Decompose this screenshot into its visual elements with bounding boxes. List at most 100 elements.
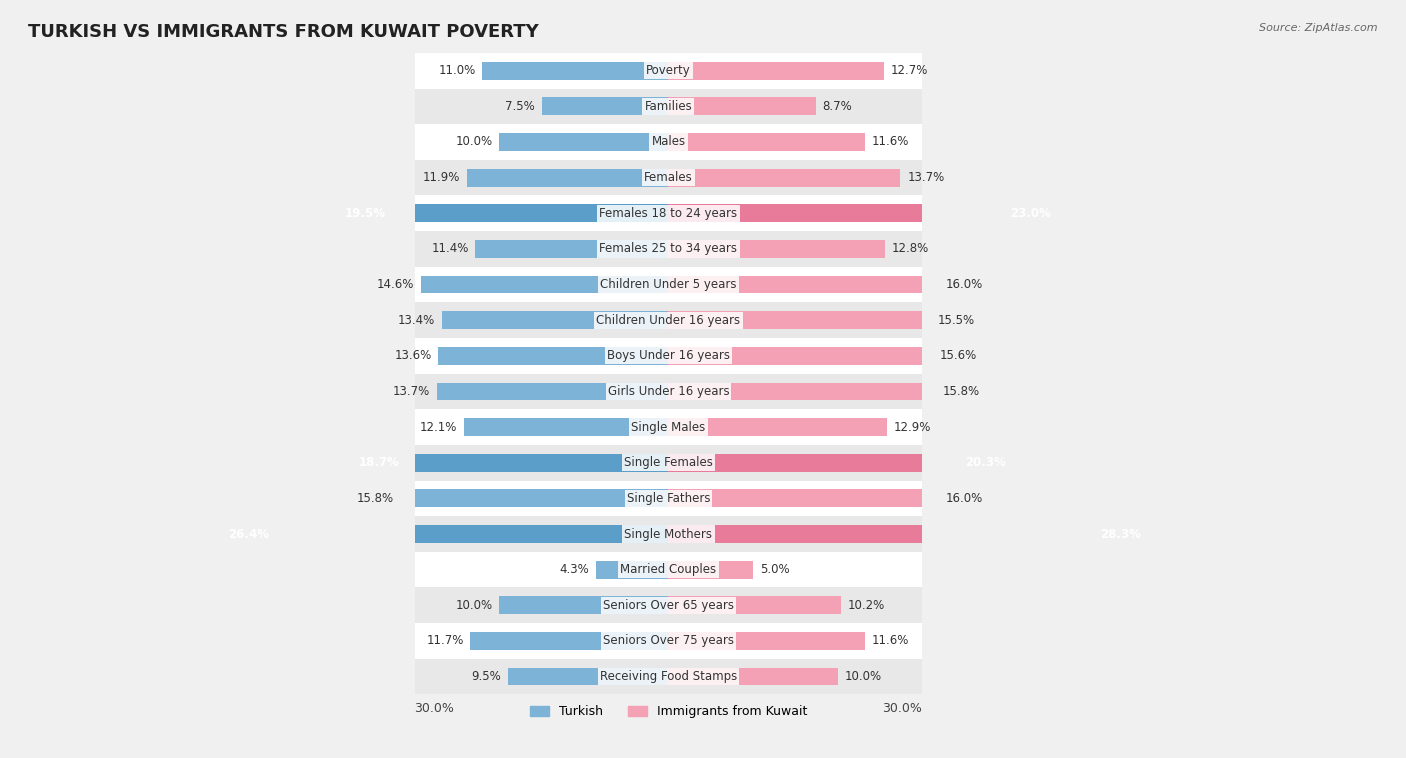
Text: 11.6%: 11.6% <box>872 634 910 647</box>
Bar <box>415 124 922 160</box>
Text: 9.5%: 9.5% <box>471 670 501 683</box>
Text: TURKISH VS IMMIGRANTS FROM KUWAIT POVERTY: TURKISH VS IMMIGRANTS FROM KUWAIT POVERT… <box>28 23 538 41</box>
Text: 15.5%: 15.5% <box>938 314 974 327</box>
Bar <box>668 133 865 151</box>
Text: 15.8%: 15.8% <box>357 492 394 505</box>
Bar <box>668 525 1147 543</box>
Text: Seniors Over 75 years: Seniors Over 75 years <box>603 634 734 647</box>
Bar <box>668 597 841 614</box>
Text: 12.1%: 12.1% <box>419 421 457 434</box>
Text: Females 18 to 24 years: Females 18 to 24 years <box>599 207 738 220</box>
Text: 19.5%: 19.5% <box>344 207 387 220</box>
Bar <box>415 374 922 409</box>
Text: 13.7%: 13.7% <box>907 171 945 184</box>
Text: 12.8%: 12.8% <box>891 243 929 255</box>
Text: 10.0%: 10.0% <box>845 670 882 683</box>
Text: 13.4%: 13.4% <box>398 314 434 327</box>
Text: 16.0%: 16.0% <box>946 492 983 505</box>
Bar <box>415 516 922 552</box>
Text: 30.0%: 30.0% <box>415 702 454 715</box>
Text: 10.2%: 10.2% <box>848 599 886 612</box>
Bar <box>499 597 668 614</box>
Text: 26.4%: 26.4% <box>228 528 270 540</box>
Bar <box>668 205 1057 222</box>
Bar <box>464 418 668 436</box>
Bar <box>439 347 668 365</box>
Bar <box>541 98 668 115</box>
Bar <box>668 240 886 258</box>
Bar <box>415 89 922 124</box>
Text: 11.6%: 11.6% <box>872 136 910 149</box>
Bar <box>415 231 922 267</box>
Bar <box>415 659 922 694</box>
Bar <box>339 205 668 222</box>
Text: Single Females: Single Females <box>624 456 713 469</box>
Text: Females: Females <box>644 171 693 184</box>
Bar <box>668 561 754 578</box>
Bar <box>668 98 815 115</box>
Bar <box>482 62 668 80</box>
Text: 5.0%: 5.0% <box>759 563 790 576</box>
Text: 15.8%: 15.8% <box>943 385 980 398</box>
Text: Receiving Food Stamps: Receiving Food Stamps <box>600 670 737 683</box>
Bar <box>668 490 939 507</box>
Bar <box>668 276 939 293</box>
Bar <box>668 418 887 436</box>
Bar <box>415 587 922 623</box>
Text: Poverty: Poverty <box>647 64 690 77</box>
Text: Males: Males <box>651 136 686 149</box>
Bar <box>436 383 668 400</box>
Text: Single Fathers: Single Fathers <box>627 492 710 505</box>
Text: 11.9%: 11.9% <box>423 171 460 184</box>
Text: Single Mothers: Single Mothers <box>624 528 713 540</box>
Bar <box>668 62 883 80</box>
Bar <box>415 196 922 231</box>
Bar <box>471 632 668 650</box>
Bar <box>415 552 922 587</box>
Text: Married Couples: Married Couples <box>620 563 717 576</box>
Text: 13.6%: 13.6% <box>394 349 432 362</box>
Legend: Turkish, Immigrants from Kuwait: Turkish, Immigrants from Kuwait <box>524 700 811 723</box>
Text: Families: Families <box>644 100 692 113</box>
Bar <box>415 338 922 374</box>
Bar <box>499 133 668 151</box>
Bar <box>415 409 922 445</box>
Text: 28.3%: 28.3% <box>1099 528 1140 540</box>
Bar <box>668 312 931 329</box>
Text: Single Males: Single Males <box>631 421 706 434</box>
Bar <box>401 490 668 507</box>
Bar <box>415 481 922 516</box>
Text: 16.0%: 16.0% <box>946 278 983 291</box>
Text: Children Under 16 years: Children Under 16 years <box>596 314 741 327</box>
Bar <box>668 454 1012 471</box>
Text: 11.7%: 11.7% <box>426 634 464 647</box>
Text: 7.5%: 7.5% <box>505 100 534 113</box>
Bar <box>441 312 668 329</box>
Bar <box>415 53 922 89</box>
Bar <box>352 454 668 471</box>
Text: 30.0%: 30.0% <box>883 702 922 715</box>
Bar <box>467 169 668 186</box>
Text: 12.7%: 12.7% <box>890 64 928 77</box>
Text: 4.3%: 4.3% <box>560 563 589 576</box>
Text: 15.6%: 15.6% <box>939 349 977 362</box>
Bar <box>475 240 668 258</box>
Bar <box>415 445 922 481</box>
Text: 10.0%: 10.0% <box>456 599 492 612</box>
Bar <box>668 632 865 650</box>
Text: 10.0%: 10.0% <box>456 136 492 149</box>
Text: Seniors Over 65 years: Seniors Over 65 years <box>603 599 734 612</box>
Text: Source: ZipAtlas.com: Source: ZipAtlas.com <box>1260 23 1378 33</box>
Bar <box>668 169 900 186</box>
Bar <box>415 267 922 302</box>
Text: 12.9%: 12.9% <box>894 421 931 434</box>
Text: Girls Under 16 years: Girls Under 16 years <box>607 385 730 398</box>
Text: Females 25 to 34 years: Females 25 to 34 years <box>599 243 738 255</box>
Text: 20.3%: 20.3% <box>965 456 1005 469</box>
Bar <box>668 668 838 685</box>
Text: 8.7%: 8.7% <box>823 100 852 113</box>
Text: Children Under 5 years: Children Under 5 years <box>600 278 737 291</box>
Text: 13.7%: 13.7% <box>392 385 430 398</box>
Text: 18.7%: 18.7% <box>359 456 399 469</box>
Text: 23.0%: 23.0% <box>1011 207 1052 220</box>
